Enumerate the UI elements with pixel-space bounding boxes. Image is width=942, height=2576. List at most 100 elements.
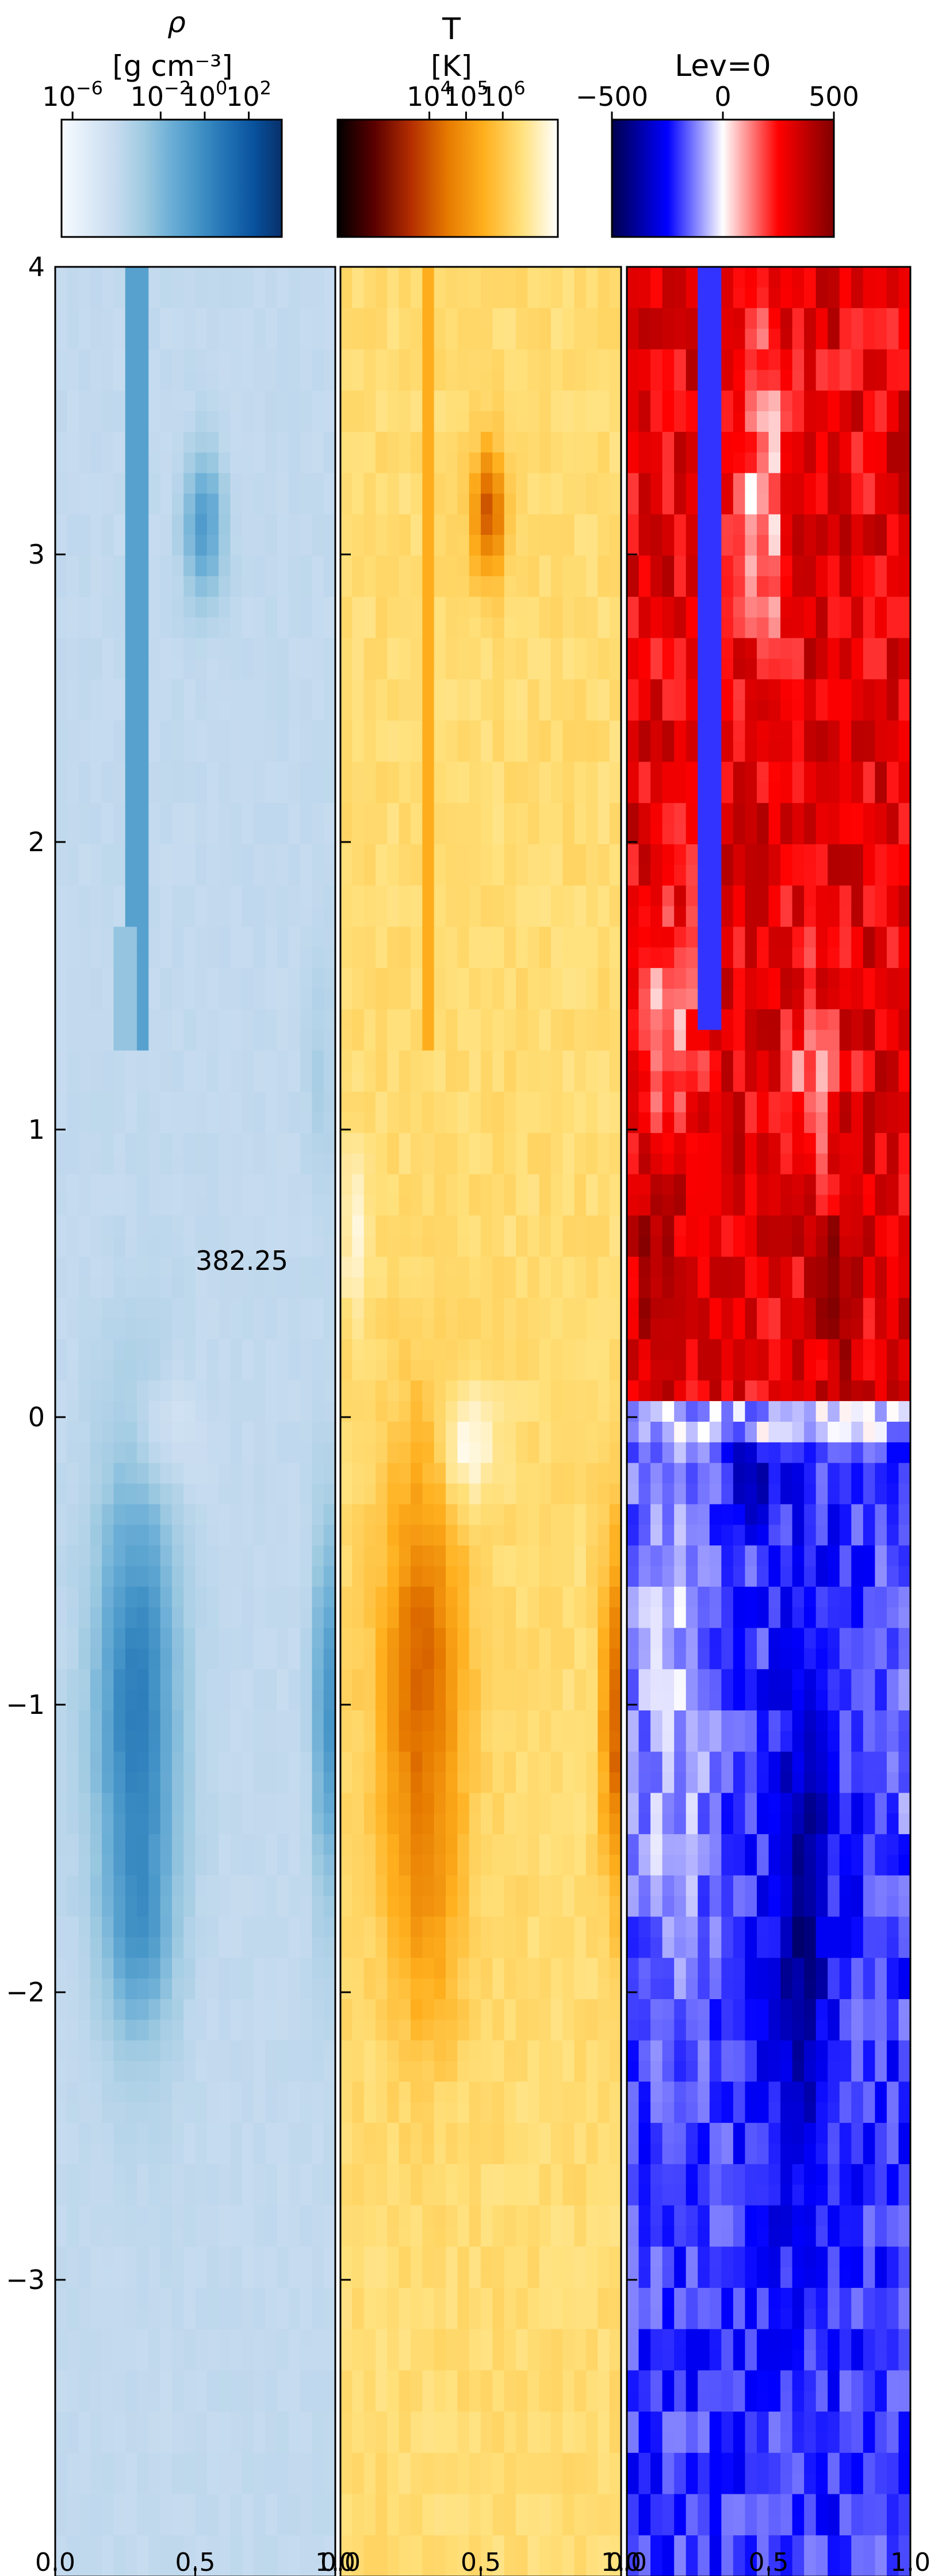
density-cell	[230, 2288, 243, 2309]
temperature-cell	[422, 1277, 435, 1299]
temperature-cell	[376, 2164, 388, 2185]
temperature-cell	[481, 1050, 493, 1072]
temperature-cell	[363, 638, 376, 659]
temperature-cell	[609, 1215, 622, 1237]
temperature-cell	[574, 1215, 587, 1237]
density-cell	[90, 1422, 102, 1443]
temperature-cell	[457, 659, 470, 680]
density-cell	[171, 989, 184, 1010]
density-cell	[206, 1029, 219, 1051]
density-cell	[90, 1257, 102, 1278]
temperature-cell	[551, 1628, 563, 1649]
density-cell	[67, 514, 79, 535]
temperature-cell	[352, 1009, 365, 1031]
density-cell	[242, 2514, 254, 2536]
density-cell	[195, 576, 208, 598]
density-cell	[102, 2288, 114, 2309]
temperature-cell	[411, 679, 423, 701]
density-cell	[78, 906, 91, 928]
temperature-cell	[516, 391, 528, 412]
density-cell	[195, 1071, 208, 1092]
density-cell	[55, 1463, 67, 1484]
density-cell	[312, 1607, 324, 1629]
temperature-cell	[516, 1133, 528, 1154]
density-cell	[183, 2019, 196, 2041]
density-cell	[137, 1958, 149, 1979]
temperature-cell	[598, 1545, 610, 1567]
temperature-cell	[527, 803, 540, 824]
density-cell	[253, 1710, 266, 1732]
density-cell	[265, 2288, 278, 2309]
density-cell	[67, 2123, 79, 2144]
density-cell	[230, 1566, 243, 1587]
temperature-cell	[422, 2184, 435, 2206]
density-cell	[125, 1422, 137, 1443]
temperature-cell	[422, 2205, 435, 2227]
density-cell	[219, 741, 231, 763]
density-cell	[67, 1133, 79, 1154]
density-cell	[78, 576, 91, 598]
temperature-cell	[446, 267, 458, 288]
density-cell	[195, 556, 208, 577]
temperature-cell	[352, 370, 365, 391]
temperature-cell	[340, 328, 353, 350]
density-cell	[312, 2452, 324, 2474]
temperature-cell	[469, 391, 481, 412]
density-cell	[206, 2308, 219, 2330]
density-cell	[206, 452, 219, 474]
temperature-cell	[481, 2040, 493, 2062]
density-cell	[265, 968, 278, 989]
density-cell	[137, 1525, 149, 1546]
density-cell	[265, 2061, 278, 2083]
temperature-cell	[457, 1834, 470, 1855]
temperature-cell	[446, 1092, 458, 1113]
density-cell	[312, 2308, 324, 2330]
density-cell	[277, 2081, 289, 2103]
temperature-cell	[574, 1236, 587, 1257]
temperature-cell	[516, 596, 528, 618]
density-cell	[78, 1257, 91, 1278]
density-cell	[206, 617, 219, 639]
temperature-cell	[434, 824, 446, 845]
density-cell	[148, 1422, 161, 1443]
density-cell	[288, 2205, 301, 2227]
temperature-cell	[363, 947, 376, 969]
temperature-cell	[446, 1153, 458, 1175]
temperature-cell	[504, 596, 516, 618]
density-cell	[323, 1731, 336, 1752]
temperature-cell	[516, 1772, 528, 1794]
temperature-cell	[598, 556, 610, 577]
temperature-cell	[492, 267, 505, 288]
density-cell	[90, 2432, 102, 2453]
density-cell	[242, 1257, 254, 1278]
density-cell	[300, 1153, 313, 1175]
density-cell	[230, 1153, 243, 1175]
density-cell	[160, 803, 173, 824]
density-cell	[300, 2329, 313, 2351]
temperature-cell	[352, 1545, 365, 1567]
temperature-cell	[469, 844, 481, 866]
density-cell	[160, 927, 173, 948]
temperature-cell	[434, 1442, 446, 1464]
density-cell	[90, 267, 102, 288]
temperature-cell	[516, 2061, 528, 2083]
temperature-cell	[434, 741, 446, 763]
density-cell	[148, 1731, 161, 1752]
density-cell	[137, 473, 149, 495]
temperature-cell	[586, 576, 598, 598]
temperature-cell	[481, 576, 493, 598]
density-cell	[183, 1215, 196, 1237]
temperature-cell	[340, 2123, 353, 2144]
density-cell	[230, 431, 243, 453]
temperature-cell	[562, 1360, 575, 1381]
density-cell	[55, 1566, 67, 1587]
temperature-cell	[609, 659, 622, 680]
temperature-cell	[399, 1545, 411, 1567]
temperature-cell	[340, 1153, 353, 1175]
temperature-cell	[363, 1153, 376, 1175]
temperature-cell	[446, 2164, 458, 2185]
density-cell	[288, 2144, 301, 2165]
density-cell	[148, 2288, 161, 2309]
temperature-cell	[551, 1050, 563, 1072]
density-cell	[67, 2040, 79, 2062]
